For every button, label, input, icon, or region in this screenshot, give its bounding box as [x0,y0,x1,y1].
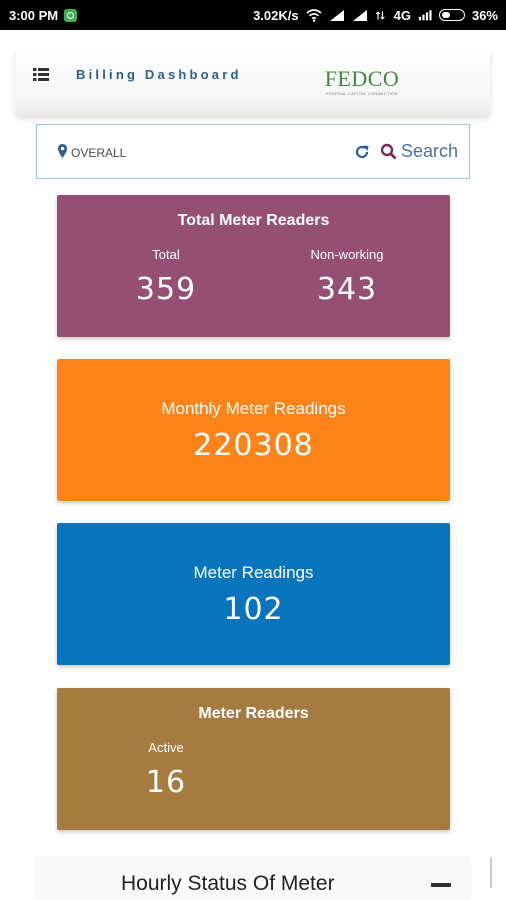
card-title: Meter Readings [193,563,314,582]
total-column: Total 359 [86,247,246,307]
card-title: Monthly Meter Readings [161,399,346,418]
data-arrows-icon [375,10,385,20]
location-search-bar: OVERALL Search [36,124,470,179]
hourly-status-panel: Hourly Status Of Meter [36,858,470,900]
status-bar-left: 3:00 PM [9,7,78,23]
nonworking-column: Non-working 343 [267,247,427,307]
search-button[interactable]: Search [401,141,459,161]
logo-text: FEDCO [324,66,400,91]
active-label: Active [148,740,184,755]
total-label: Total [152,247,180,262]
monthly-readings-value: 220308 [193,428,314,463]
signal-icon [329,9,344,21]
panel-title: Hourly Status Of Meter [121,872,335,895]
logo-subtext: FEDERAL CAPITAL CONNECTION [326,91,398,96]
nonworking-value: 343 [316,272,378,307]
meter-readers-card[interactable]: Meter Readers Active 16 [57,688,450,830]
battery-icon [438,9,465,21]
battery-level: 36% [471,7,498,23]
active-value: 16 [145,765,187,800]
total-meter-readers-card[interactable]: Total Meter Readers Total 359 Non-workin… [57,195,450,337]
total-value: 359 [135,272,197,307]
app-notification-icon [64,8,78,22]
collapse-icon[interactable] [431,883,451,887]
network-speed: 3.02K/s [253,7,299,23]
page-title: Billing Dashboard [76,67,242,82]
status-time: 3:00 PM [9,7,59,23]
monthly-meter-readings-card[interactable]: Monthly Meter Readings 220308 [57,359,450,501]
map-pin-icon [58,144,67,158]
signal-icon [418,9,432,20]
refresh-icon[interactable] [354,144,370,160]
location-selector[interactable]: OVERALL [71,146,127,160]
search-icon[interactable] [380,143,397,160]
nonworking-label: Non-working [310,247,384,262]
active-column: Active 16 [86,740,246,800]
wifi-icon [306,8,322,22]
network-type: 4G [393,7,411,23]
fedco-logo: FEDCO FEDERAL CAPITAL CONNECTION [323,66,401,97]
card-title: Meter Readers [198,705,309,722]
status-bar-right: 3.02K/s 4G 36% [253,8,498,23]
status-bar: 3:00 PM 3.02K/s 4G 36% [0,0,506,30]
scrollbar[interactable] [490,858,492,888]
card-title: Total Meter Readers [177,212,330,229]
signal-icon [352,9,367,21]
meter-readings-card[interactable]: Meter Readings 102 [57,523,450,665]
list-menu-icon[interactable] [33,68,49,81]
meter-readings-value: 102 [223,592,284,627]
app-header: Billing Dashboard FEDCO FEDERAL CAPITAL … [16,50,490,116]
